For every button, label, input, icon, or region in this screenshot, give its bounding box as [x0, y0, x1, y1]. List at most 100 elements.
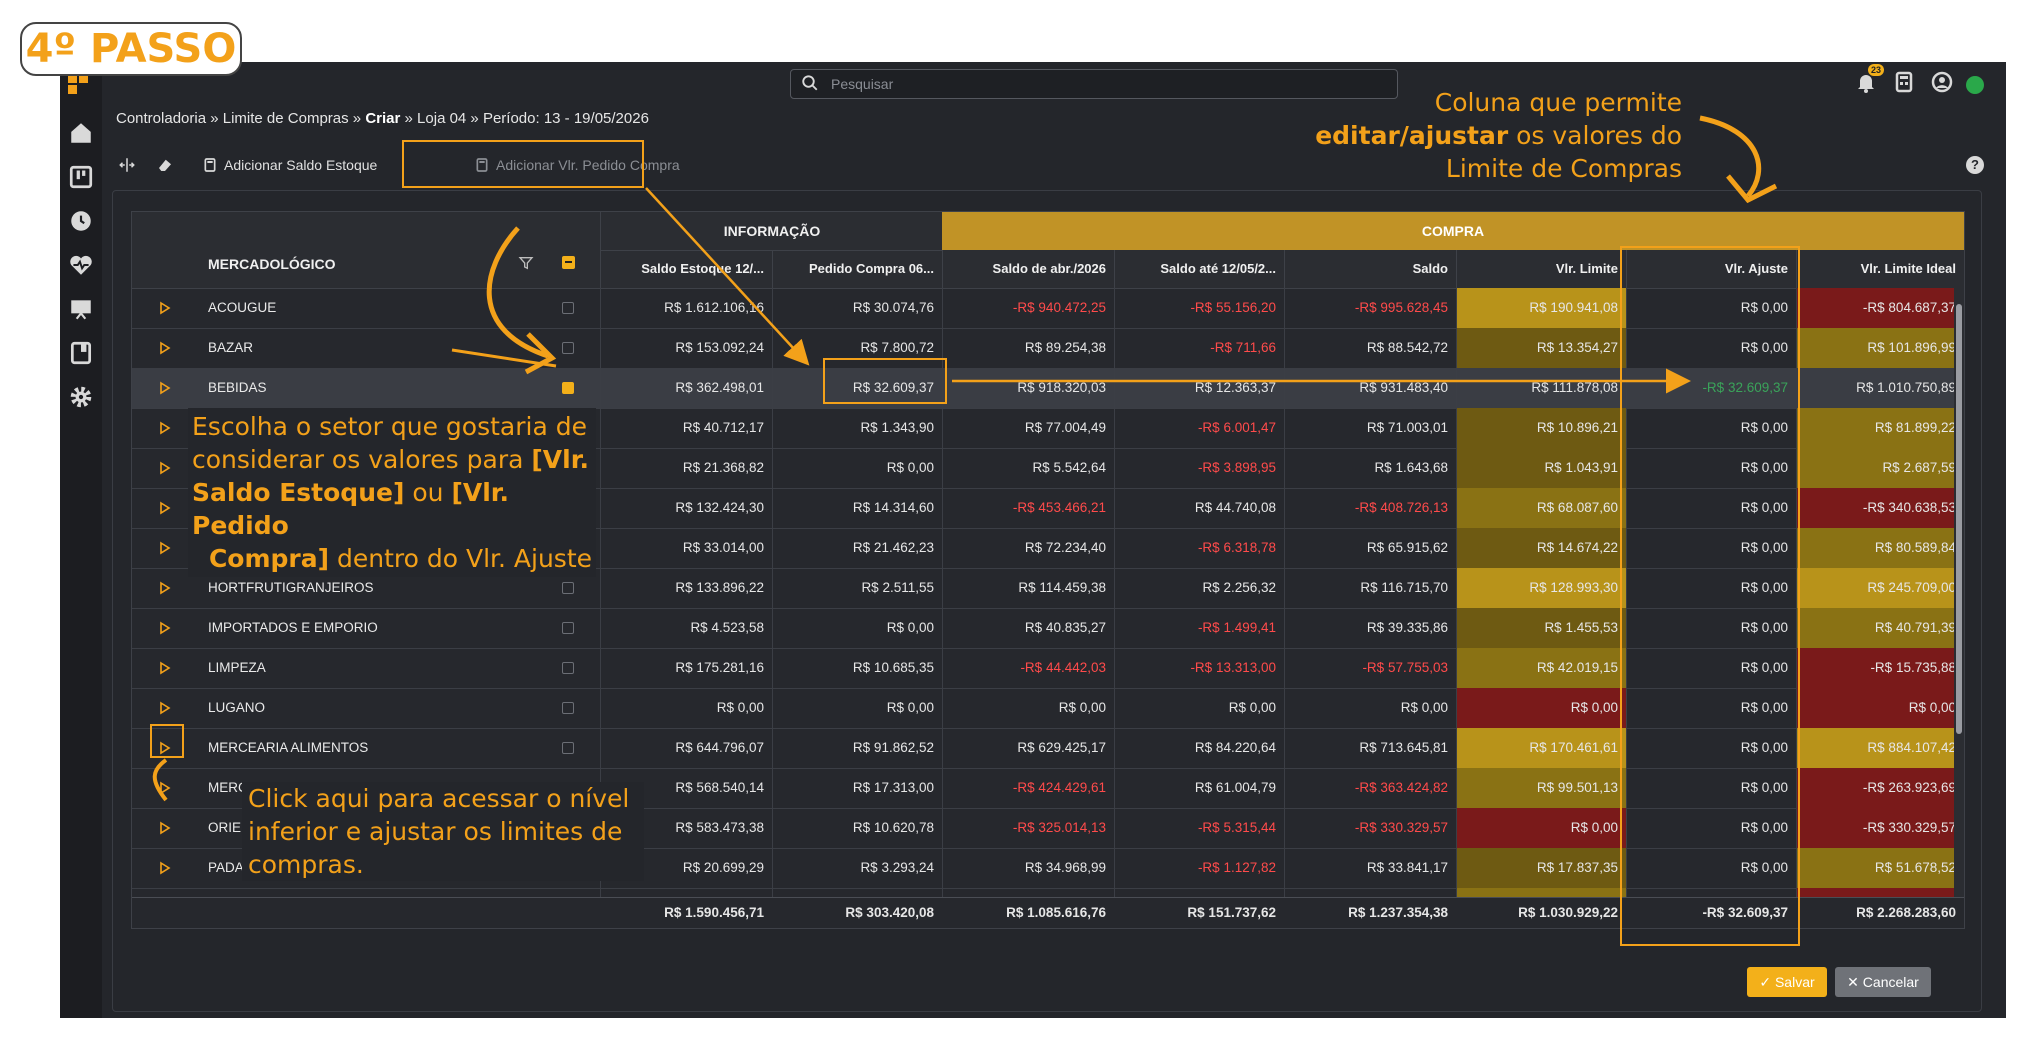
row-cell: -R$ 340.638,53 [1796, 488, 1964, 528]
row-cell: R$ 175.281,16 [600, 648, 772, 688]
row-checkbox[interactable] [562, 382, 574, 394]
row-cell: R$ 5.542,64 [942, 448, 1114, 488]
table-row[interactable]: ACOUGUE R$ 1.612.106,16 R$ 30.074,76 -R$ 94… [132, 288, 1964, 329]
help-icon[interactable]: ? [1966, 156, 1984, 174]
column-header[interactable]: Saldo [1284, 250, 1456, 288]
row-cell[interactable]: R$ 0,00 [1626, 808, 1796, 848]
row-cell[interactable]: R$ 0,00 [1626, 608, 1796, 648]
column-header[interactable]: Vlr. Ajuste [1626, 250, 1796, 288]
table-row[interactable]: R$ 132.424,30 R$ 14.314,60 -R$ 453.466,21 R… [132, 488, 1964, 529]
table-row[interactable]: R$ 40.712,17 R$ 1.343,90 R$ 77.004,49 -R$ 6… [132, 408, 1964, 449]
row-cell[interactable]: R$ 0,00 [1626, 768, 1796, 808]
curved-arrow-click [152, 758, 168, 802]
row-cell[interactable]: -R$ 32.609,37 [1626, 368, 1796, 408]
column-header-mercadologico[interactable]: MERCADOLÓGICO [208, 256, 336, 272]
table-row[interactable]: ORIE R$ 583.473,38 R$ 10.620,78 -R$ 325.014… [132, 808, 1964, 849]
expand-row-icon[interactable] [158, 701, 172, 715]
table-row[interactable]: LIMPEZA R$ 175.281,16 R$ 10.685,35 -R$ 44.4… [132, 648, 1964, 689]
calculator-icon[interactable] [1892, 70, 1920, 98]
expand-row-icon[interactable] [158, 381, 172, 395]
row-cell: R$ 1.343,90 [772, 408, 942, 448]
column-header[interactable]: Saldo Estoque 12/... [600, 250, 772, 288]
row-cell: R$ 111.878,08 [1456, 368, 1626, 408]
user-account-icon[interactable] [1930, 70, 1958, 98]
table-row[interactable]: LUGANO R$ 0,00 R$ 0,00 R$ 0,00 R$ 0,00 R$ 0,0… [132, 688, 1964, 729]
row-checkbox[interactable] [562, 342, 574, 354]
column-header[interactable]: Saldo de abr./2026 [942, 250, 1114, 288]
calculator-icon [204, 158, 216, 172]
add-stock-balance-button[interactable]: Adicionar Saldo Estoque [202, 150, 377, 180]
grid-scrollbar[interactable] [1954, 288, 1964, 928]
table-row[interactable]: MERCEARIA ALIMENTOS R$ 644.796,07 R$ 91.86… [132, 728, 1964, 769]
row-cell: R$ 2.511,55 [772, 568, 942, 608]
row-cell[interactable]: R$ 0,00 [1626, 408, 1796, 448]
expand-row-icon[interactable] [158, 501, 172, 515]
row-cell[interactable]: R$ 0,00 [1626, 288, 1796, 328]
save-button[interactable]: ✓ Salvar [1747, 967, 1827, 997]
annotation-text: ou [404, 478, 452, 507]
expand-row-icon[interactable] [158, 781, 172, 795]
row-cell[interactable]: R$ 0,00 [1626, 728, 1796, 768]
board-icon[interactable] [68, 164, 94, 190]
expand-row-icon[interactable] [158, 741, 172, 755]
expand-row-icon[interactable] [158, 661, 172, 675]
row-cell[interactable]: R$ 0,00 [1626, 688, 1796, 728]
expand-row-icon[interactable] [158, 861, 172, 875]
search-input[interactable]: Pesquisar [790, 69, 1398, 99]
row-cell[interactable]: R$ 0,00 [1626, 488, 1796, 528]
book-icon[interactable] [68, 340, 94, 366]
expand-row-icon[interactable] [158, 581, 172, 595]
home-icon[interactable] [68, 120, 94, 146]
table-row[interactable]: HORTFRUTIGRANJEIROS R$ 133.896,22 R$ 2.511… [132, 568, 1964, 609]
table-row[interactable]: IMPORTADOS E EMPORIO R$ 4.523,58 R$ 0,00 R$… [132, 608, 1964, 649]
annotation-line: Saldo Estoque] ou [Vlr. Pedido [192, 476, 592, 542]
table-row[interactable]: MERCEARIA BASICAR$ 568.540,14R$ 17.313,0… [132, 768, 1964, 809]
eraser-button[interactable] [156, 150, 180, 180]
presentation-icon[interactable] [68, 296, 94, 322]
curved-arrow-head [524, 332, 557, 375]
column-header[interactable]: Vlr. Limite Ideal [1796, 250, 1964, 288]
filter-icon[interactable] [518, 255, 534, 271]
add-purchase-order-button[interactable]: Adicionar Vlr. Pedido Compra [474, 150, 680, 180]
table-row[interactable]: BAZAR R$ 153.092,24 R$ 7.800,72 R$ 89.254,3… [132, 328, 1964, 369]
row-checkbox[interactable] [562, 662, 574, 674]
row-checkbox[interactable] [562, 302, 574, 314]
expand-row-icon[interactable] [158, 341, 172, 355]
table-row[interactable]: R$ 33.014,00 R$ 21.462,23 R$ 72.234,40 -R$ … [132, 528, 1964, 569]
settings-icon[interactable] [68, 384, 94, 410]
row-cell[interactable]: R$ 0,00 [1626, 848, 1796, 888]
row-cell[interactable]: R$ 0,00 [1626, 528, 1796, 568]
column-header[interactable]: Vlr. Limite [1456, 250, 1626, 288]
row-cell[interactable]: R$ 0,00 [1626, 328, 1796, 368]
row-cell[interactable]: R$ 0,00 [1626, 568, 1796, 608]
row-cell[interactable]: R$ 0,00 [1626, 448, 1796, 488]
table-row[interactable]: R$ 21.368,82 R$ 0,00 R$ 5.542,64 -R$ 3.898,… [132, 448, 1964, 489]
expand-columns-button[interactable] [118, 150, 142, 180]
row-checkbox[interactable] [562, 702, 574, 714]
breadcrumb-item[interactable]: Controladoria [116, 110, 207, 127]
column-header[interactable]: Pedido Compra 06... [772, 250, 942, 288]
row-cell: R$ 190.941,08 [1456, 288, 1626, 328]
expand-row-icon[interactable] [158, 621, 172, 635]
row-cell: R$ 2.256,32 [1114, 568, 1284, 608]
expand-row-icon[interactable] [158, 821, 172, 835]
expand-row-icon[interactable] [158, 541, 172, 555]
row-name: IMPORTADOS E EMPORIO [208, 620, 378, 635]
table-row[interactable]: BEBIDAS R$ 362.498,01 R$ 32.609,37 R$ 918.3… [132, 368, 1964, 409]
notification-bell-icon[interactable]: 23 [1854, 64, 1885, 98]
expand-row-icon[interactable] [158, 301, 172, 315]
clock-icon[interactable] [68, 208, 94, 234]
row-name: MERCEARIA ALIMENTOS [208, 740, 369, 755]
column-header[interactable]: Saldo até 12/05/2... [1114, 250, 1284, 288]
row-checkbox[interactable] [562, 582, 574, 594]
select-all-checkbox[interactable] [562, 256, 575, 269]
cancel-button[interactable]: ✕ Cancelar [1835, 967, 1931, 997]
row-checkbox[interactable] [562, 742, 574, 754]
breadcrumb-item[interactable]: Limite de Compras [222, 110, 349, 127]
scrollbar-thumb[interactable] [1956, 304, 1962, 734]
health-icon[interactable] [68, 252, 94, 278]
row-checkbox[interactable] [562, 622, 574, 634]
row-cell[interactable]: R$ 0,00 [1626, 648, 1796, 688]
expand-row-icon[interactable] [158, 461, 172, 475]
expand-row-icon[interactable] [158, 421, 172, 435]
